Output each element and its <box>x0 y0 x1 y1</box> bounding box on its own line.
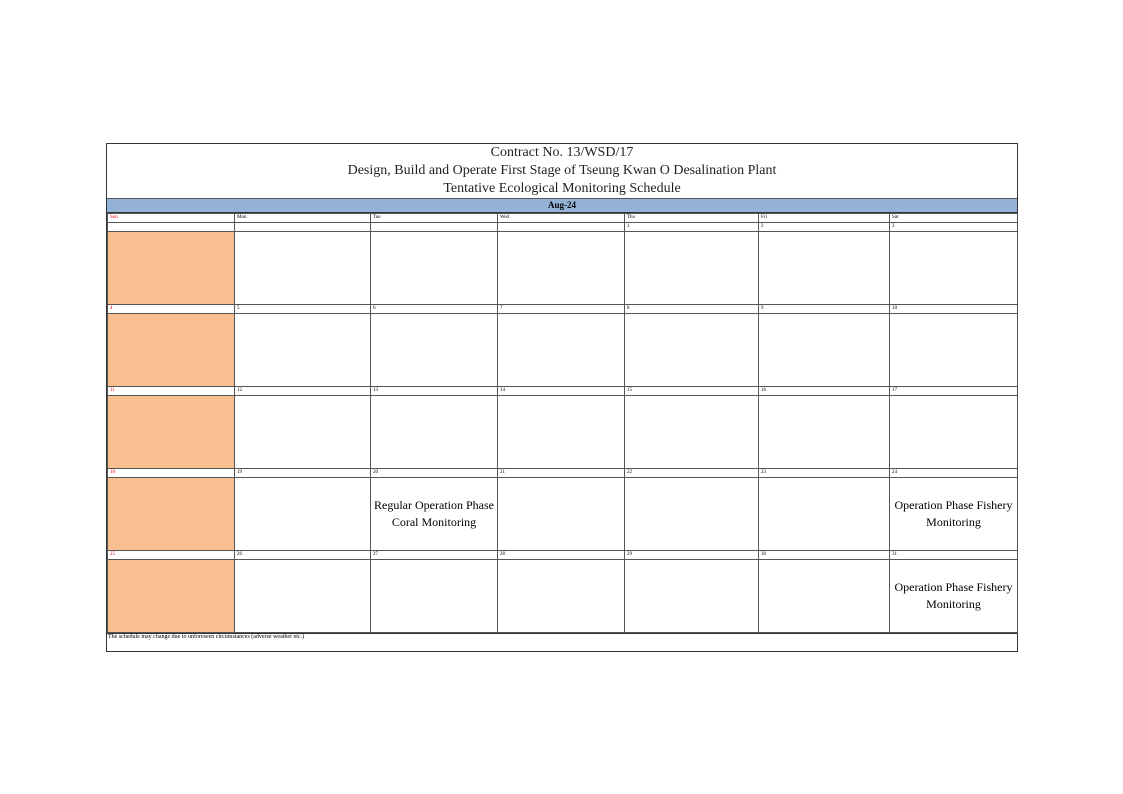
day-cell <box>234 313 371 387</box>
date-row: 25 26 27 28 29 30 31 <box>107 550 1018 560</box>
schedule-name: Tentative Ecological Monitoring Schedule <box>443 181 681 196</box>
date-number: 21 <box>497 468 625 478</box>
date-number: 20 <box>370 468 498 478</box>
date-number: 12 <box>234 386 371 396</box>
day-cell: Operation Phase Fishery Monitoring <box>889 477 1018 551</box>
footer-note: The schedule may change due to unforesee… <box>107 633 1017 651</box>
weekday-header: Fri <box>758 213 890 223</box>
day-cell <box>624 477 759 551</box>
day-cell <box>889 395 1018 469</box>
day-cell <box>370 313 498 387</box>
date-number: 10 <box>889 304 1018 314</box>
weekday-header: Mon <box>234 213 371 223</box>
day-cell <box>234 477 371 551</box>
date-number: 26 <box>234 550 371 560</box>
week-row: Regular Operation Phase Coral Monitoring… <box>107 477 1018 551</box>
date-row: 11 12 13 14 15 16 17 <box>107 386 1018 396</box>
date-number: 24 <box>889 468 1018 478</box>
date-number <box>370 222 498 232</box>
day-cell <box>107 231 235 305</box>
week-row <box>107 231 1018 305</box>
weekday-header-row: Sun Mon Tue Wed Thu Fri Sat <box>107 213 1018 223</box>
day-cell <box>497 231 625 305</box>
day-cell: Operation Phase Fishery Monitoring <box>889 559 1018 633</box>
date-row: 4 5 6 7 8 9 10 <box>107 304 1018 314</box>
day-cell <box>497 313 625 387</box>
date-number <box>234 222 371 232</box>
day-cell <box>758 477 890 551</box>
weekday-header: Sun <box>107 213 235 223</box>
date-number: 16 <box>758 386 890 396</box>
week-row <box>107 395 1018 469</box>
week-row: Operation Phase Fishery Monitoring <box>107 559 1018 633</box>
date-number: 22 <box>624 468 759 478</box>
date-number: 13 <box>370 386 498 396</box>
day-cell <box>758 313 890 387</box>
weekday-header: Tue <box>370 213 498 223</box>
weekday-header: Wed <box>497 213 625 223</box>
date-number: 19 <box>234 468 371 478</box>
schedule-sheet: Contract No. 13/WSD/17 Design, Build and… <box>106 143 1018 652</box>
date-number: 29 <box>624 550 759 560</box>
day-cell <box>497 395 625 469</box>
day-cell <box>624 313 759 387</box>
date-number: 28 <box>497 550 625 560</box>
project-name: Design, Build and Operate First Stage of… <box>347 163 777 178</box>
day-cell <box>624 559 759 633</box>
day-cell <box>234 559 371 633</box>
date-number: 3 <box>889 222 1018 232</box>
day-cell <box>497 559 625 633</box>
date-number: 15 <box>624 386 759 396</box>
day-cell <box>107 559 235 633</box>
day-cell <box>758 559 890 633</box>
date-number: 1 <box>624 222 759 232</box>
date-number: 14 <box>497 386 625 396</box>
date-number <box>107 222 235 232</box>
day-cell <box>758 231 890 305</box>
date-number: 11 <box>107 386 235 396</box>
date-number: 8 <box>624 304 759 314</box>
calendar-grid: Sun Mon Tue Wed Thu Fri Sat 1 2 3 4 5 6 7 8 9 10 11 12 13 14… <box>107 213 1018 633</box>
day-cell <box>889 231 1018 305</box>
date-number: 25 <box>107 550 235 560</box>
date-number: 6 <box>370 304 498 314</box>
date-number: 9 <box>758 304 890 314</box>
date-number: 18 <box>107 468 235 478</box>
day-cell <box>370 395 498 469</box>
date-number: 27 <box>370 550 498 560</box>
date-number: 30 <box>758 550 890 560</box>
date-number: 31 <box>889 550 1018 560</box>
month-bar: Aug-24 <box>107 198 1017 213</box>
day-cell <box>107 313 235 387</box>
schedule-title: Contract No. 13/WSD/17 Design, Build and… <box>107 144 1017 198</box>
day-cell <box>234 395 371 469</box>
date-number: 17 <box>889 386 1018 396</box>
date-number: 23 <box>758 468 890 478</box>
date-number <box>497 222 625 232</box>
weekday-header: Sat <box>889 213 1018 223</box>
weekday-header: Thu <box>624 213 759 223</box>
date-number: 4 <box>107 304 235 314</box>
contract-number: Contract No. 13/WSD/17 <box>490 145 634 160</box>
date-number: 5 <box>234 304 371 314</box>
day-cell <box>234 231 371 305</box>
week-row <box>107 313 1018 387</box>
day-cell <box>624 231 759 305</box>
day-cell <box>758 395 890 469</box>
day-cell <box>497 477 625 551</box>
day-cell <box>107 395 235 469</box>
date-row: 18 19 20 21 22 23 24 <box>107 468 1018 478</box>
day-cell: Regular Operation Phase Coral Monitoring <box>370 477 498 551</box>
day-cell <box>107 477 235 551</box>
day-cell <box>370 231 498 305</box>
day-cell <box>370 559 498 633</box>
day-cell <box>624 395 759 469</box>
day-cell <box>889 313 1018 387</box>
date-number: 2 <box>758 222 890 232</box>
date-number: 7 <box>497 304 625 314</box>
